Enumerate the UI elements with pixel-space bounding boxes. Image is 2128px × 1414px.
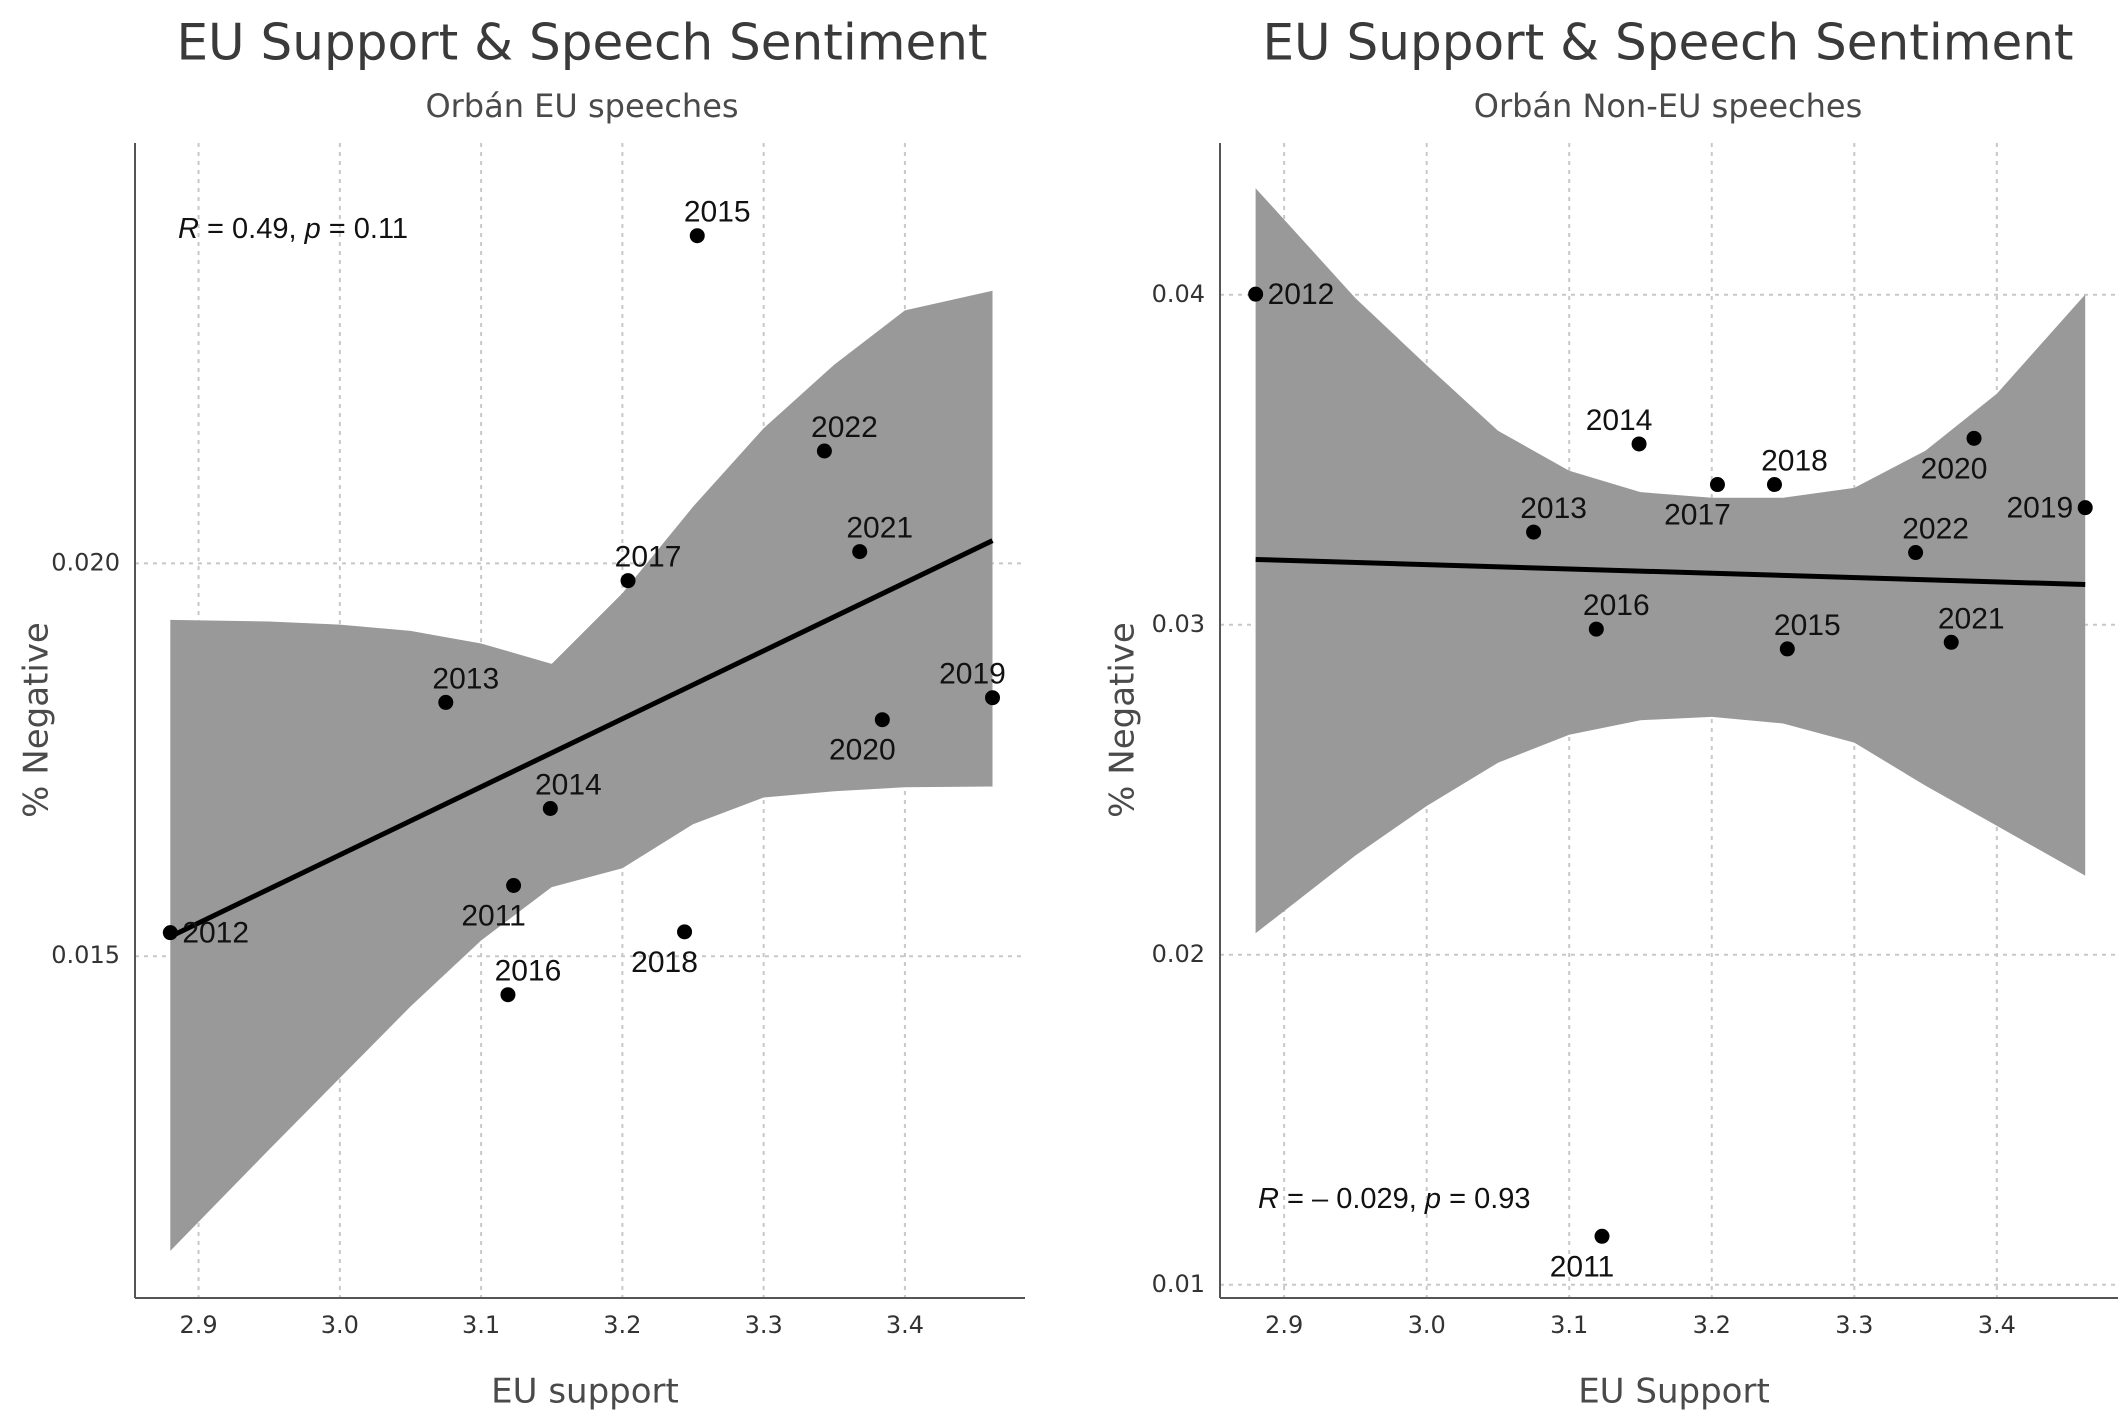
point-label-2020: 2020 [829,734,896,767]
data-point-2022 [816,443,832,459]
panel-eu-speeches: EU Support & Speech Sentiment Orbán EU sp… [17,14,1025,1412]
data-point-2018 [677,924,693,940]
point-label-2016: 2016 [1583,589,1650,622]
point-label-2015: 2015 [684,196,751,229]
point-label-2019: 2019 [939,658,1006,691]
x-tick-label: 3.1 [462,1311,500,1339]
data-point-2014 [1631,436,1647,452]
data-point-2018 [1766,477,1782,493]
data-point-2012 [162,925,178,941]
x-tick-label: 3.1 [1550,1311,1588,1339]
point-label-2011: 2011 [1550,1250,1615,1283]
point-label-2014: 2014 [535,769,602,802]
y-axis-title: % Negative [17,622,57,818]
point-label-2021: 2021 [846,512,913,545]
point-label-2017: 2017 [615,541,682,574]
point-label-2014: 2014 [1586,404,1653,437]
data-point-2017 [620,573,636,589]
point-label-2013: 2013 [1520,492,1587,525]
point-label-2016: 2016 [495,955,562,988]
point-label-2019: 2019 [2006,492,2073,525]
regression-line [1255,556,2086,588]
point-label-2018: 2018 [631,946,698,979]
point-label-2015: 2015 [1774,609,1841,642]
confidence-band [170,290,993,1251]
data-point-2016 [1588,621,1604,637]
data-point-2021 [1943,634,1959,650]
point-label-2021: 2021 [1938,602,2005,635]
correlation-annotation: R = 0.49, p = 0.11 [178,213,408,245]
x-tick-label: 2.9 [1265,1311,1303,1339]
data-point-2012 [1248,286,1264,302]
y-axis-title: % Negative [1103,622,1143,818]
data-point-2013 [438,694,454,710]
x-tick-label: 3.0 [1408,1311,1446,1339]
x-tick-label: 3.3 [1835,1311,1873,1339]
data-point-2011 [506,878,522,893]
data-point-2019 [2077,500,2093,516]
x-tick-label: 2.9 [179,1311,217,1339]
data-point-2019 [985,690,1001,706]
data-point-2011 [1594,1228,1610,1244]
y-tick-label: 0.04 [1152,280,1205,308]
data-point-2016 [500,987,516,1003]
data-point-2015 [1779,641,1795,657]
x-tick-label: 3.2 [603,1311,641,1339]
point-label-2011: 2011 [461,900,526,933]
y-tick-label: 0.03 [1152,610,1205,638]
x-axis-title: EU Support [1578,1372,1770,1412]
chart-title: EU Support & Speech Sentiment [1262,14,2073,72]
chart-title: EU Support & Speech Sentiment [176,14,987,72]
correlation-annotation: R = – 0.029, p = 0.93 [1258,1183,1531,1215]
x-tick-label: 3.0 [321,1311,359,1339]
regression-line [169,538,994,939]
panel-non-eu-speeches: EU Support & Speech Sentiment Orbán Non-E… [1103,14,2118,1412]
point-label-2018: 2018 [1761,445,1828,478]
point-label-2017: 2017 [1664,499,1731,532]
y-tick-label: 0.020 [51,548,120,576]
point-label-2022: 2022 [1902,513,1969,546]
chart-subtitle: Orbán Non-EU speeches [1474,87,1862,125]
data-point-2013 [1526,524,1542,540]
x-tick-label: 3.3 [745,1311,783,1339]
point-label-2022: 2022 [811,411,878,444]
confidence-band [1255,188,2086,934]
y-tick-label: 0.015 [51,941,120,969]
chart-subtitle: Orbán EU speeches [425,87,738,125]
point-label-2020: 2020 [1921,452,1988,485]
point-label-2012: 2012 [182,917,249,950]
data-point-2015 [689,228,705,244]
data-point-2020 [874,712,890,728]
point-label-2013: 2013 [432,662,499,695]
x-tick-label: 3.2 [1693,1311,1731,1339]
point-label-2012: 2012 [1268,278,1335,311]
data-point-2017 [1709,477,1725,493]
data-point-2020 [1966,430,1982,446]
y-tick-label: 0.01 [1152,1270,1205,1298]
x-tick-label: 3.4 [1978,1311,2016,1339]
data-point-2021 [852,544,868,560]
x-axis-title: EU support [491,1372,679,1412]
data-point-2022 [1908,545,1924,561]
x-tick-label: 3.4 [886,1311,924,1339]
data-point-2014 [542,801,558,816]
y-tick-label: 0.02 [1152,940,1205,968]
